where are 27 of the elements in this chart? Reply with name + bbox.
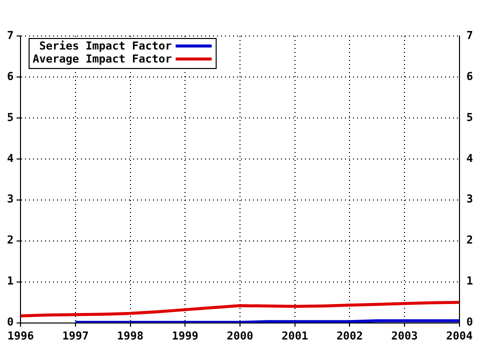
y-tick-label: 5	[7, 110, 14, 124]
y-tick-label: 1	[7, 274, 14, 288]
x-tick-label: 2003	[391, 329, 418, 342]
y-tick-label: 4	[7, 152, 14, 165]
x-tick-label: 2001	[282, 329, 308, 342]
y-tick-label: 0	[7, 316, 14, 329]
y-tick-label: 7	[7, 28, 14, 42]
legend-label: Average Impact Factor	[32, 52, 172, 66]
y2-tick-label: 4	[466, 152, 474, 165]
legend-label: Series Impact Factor	[39, 39, 172, 52]
y-tick-label: 6	[7, 70, 14, 83]
x-tick-label: 1998	[117, 329, 144, 342]
y2-tick-label: 1	[466, 274, 474, 288]
y2-tick-label: 5	[466, 110, 473, 124]
y2-tick-label: 2	[466, 234, 473, 247]
x-tick-label: 1997	[62, 329, 89, 342]
y-tick-label: 3	[7, 192, 14, 206]
x-tick-label: 2002	[336, 329, 363, 342]
y2-tick-label: 6	[466, 70, 474, 83]
y2-tick-label: 7	[466, 28, 473, 42]
x-tick-label: 2000	[226, 329, 254, 342]
x-tick-label: 1999	[172, 329, 198, 342]
y2-tick-label: 3	[466, 192, 473, 206]
y2-tick-label: 0	[466, 316, 473, 329]
x-tick-label: 2004	[446, 329, 473, 342]
y-tick-label: 2	[7, 234, 14, 247]
x-tick-label: 1996	[7, 329, 34, 342]
